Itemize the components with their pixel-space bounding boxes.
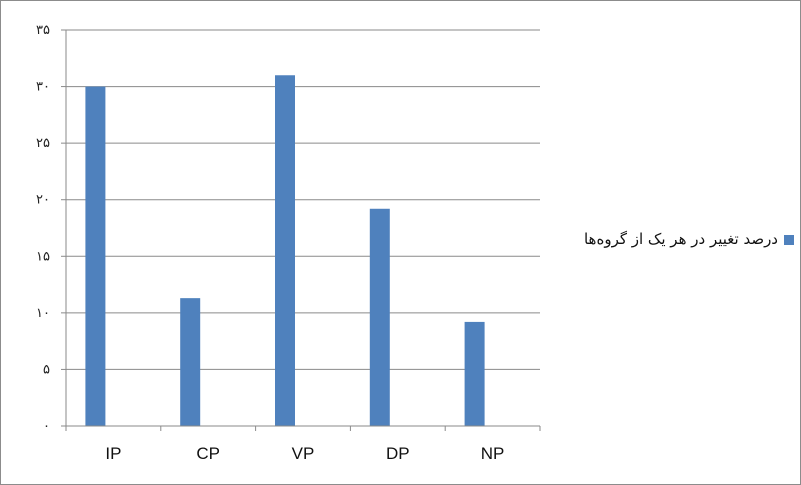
x-tick-label: IP: [105, 444, 121, 463]
bar-IP: [85, 86, 106, 427]
y-tick-label: ۲۰: [36, 193, 50, 208]
y-axis: ۰ ۵ ۱۰ ۱۵ ۲۰ ۲۵ ۳۰ ۳۵: [36, 23, 67, 434]
x-axis: IP CP VP DP NP: [65, 425, 541, 463]
x-tick-label: CP: [196, 444, 220, 463]
bar-VP: [275, 75, 295, 426]
y-tick-label: ۱۵: [36, 249, 50, 264]
y-tick-label: ۵: [43, 362, 50, 377]
x-tick-label: NP: [481, 444, 505, 463]
y-tick-label: ۱۰: [36, 306, 50, 321]
legend: درصد تغییر در هر یک از گروه‌ها: [578, 226, 794, 252]
gridlines: [66, 29, 540, 370]
x-tick-label: VP: [292, 444, 315, 463]
y-tick-label: ۳۵: [36, 23, 50, 38]
y-tick-label: ۰: [43, 419, 50, 434]
legend-swatch: [784, 234, 794, 245]
y-tick-label: ۳۰: [36, 80, 50, 95]
bar-DP: [369, 208, 390, 426]
x-tick-label: DP: [386, 444, 410, 463]
bar-CP: [180, 298, 201, 426]
bars: [85, 75, 485, 427]
y-tick-label: ۲۵: [36, 136, 50, 151]
bar-NP: [464, 321, 485, 426]
legend-label: درصد تغییر در هر یک از گروه‌ها: [583, 230, 778, 248]
